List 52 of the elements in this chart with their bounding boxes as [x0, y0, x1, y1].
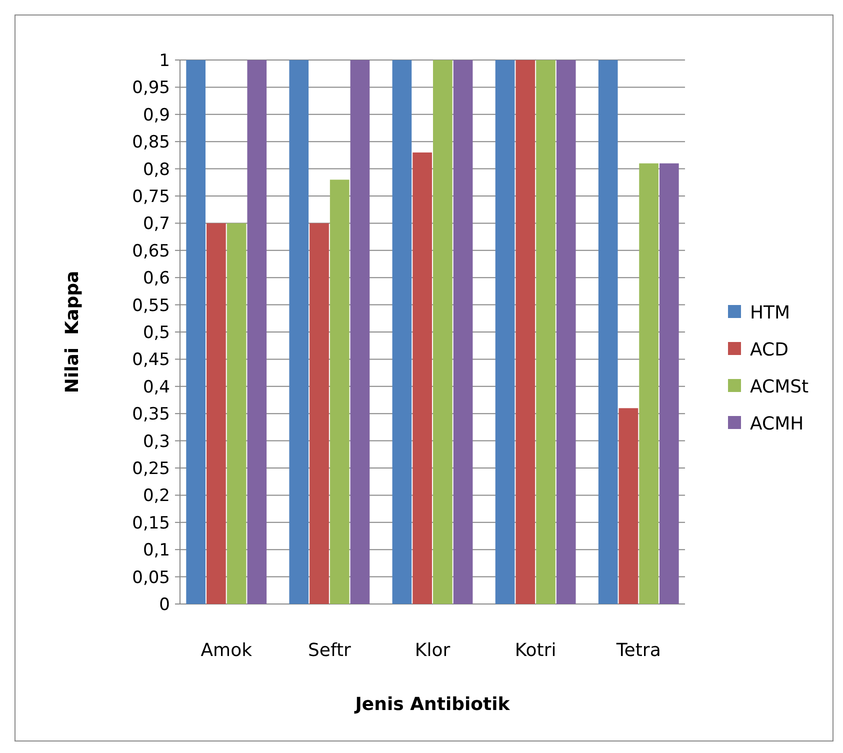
y-tick-label: 1 — [159, 50, 170, 71]
bar — [226, 223, 246, 604]
legend-label: ACMH — [750, 413, 804, 434]
bar — [350, 60, 370, 604]
y-tick-label: 0,75 — [132, 186, 170, 207]
bar — [659, 163, 679, 604]
bar — [330, 180, 350, 604]
y-tick-label: 0,05 — [132, 568, 170, 588]
bar — [206, 223, 226, 604]
y-tick-label: 0 — [159, 594, 170, 615]
bar — [412, 152, 432, 604]
y-tick-label: 0,9 — [142, 105, 170, 126]
x-tick-label: Tetra — [615, 640, 661, 661]
x-tick-label: Klor — [414, 640, 451, 661]
bar — [433, 60, 452, 604]
bar — [310, 223, 329, 604]
y-tick-label: 0,5 — [142, 322, 170, 343]
bar — [536, 60, 556, 604]
bar — [186, 60, 206, 604]
x-tick-label: Seftr — [308, 640, 352, 661]
bar — [639, 163, 658, 604]
y-tick-label: 0,1 — [142, 540, 170, 561]
y-tick-label: 0,8 — [142, 160, 170, 180]
y-tick-label: 0,6 — [142, 268, 170, 289]
bar — [618, 408, 638, 604]
legend-label: HTM — [750, 302, 790, 324]
bar — [453, 60, 473, 604]
bar — [556, 60, 576, 604]
y-tick-label: 0,35 — [132, 404, 170, 425]
y-tick-label: 0,95 — [132, 78, 170, 98]
bar — [289, 60, 309, 604]
legend-label: ACMSt — [750, 376, 809, 398]
y-tick-label: 0,4 — [142, 377, 170, 398]
y-tick-label: 0,7 — [142, 214, 170, 234]
bar — [247, 60, 267, 604]
x-axis-title: Jenis Antibiotik — [353, 694, 511, 715]
bar — [495, 60, 515, 604]
x-tick-label: Amok — [200, 640, 253, 661]
y-tick-label: 0,15 — [132, 513, 170, 534]
y-tick-label: 0,85 — [132, 132, 170, 153]
legend-label: ACD — [750, 339, 788, 360]
x-tick-label: Kotri — [514, 640, 556, 661]
y-axis-title: Nilai Kappa — [62, 270, 83, 394]
y-tick-label: 0,2 — [142, 486, 170, 506]
y-tick-label: 0,3 — [142, 432, 170, 452]
bar — [516, 60, 536, 604]
y-tick-label: 0,45 — [132, 350, 170, 370]
y-tick-label: 0,65 — [132, 241, 170, 262]
y-tick-label: 0,55 — [132, 296, 170, 316]
bar — [392, 60, 412, 604]
bar — [598, 60, 618, 604]
y-tick-label: 0,25 — [132, 458, 170, 479]
